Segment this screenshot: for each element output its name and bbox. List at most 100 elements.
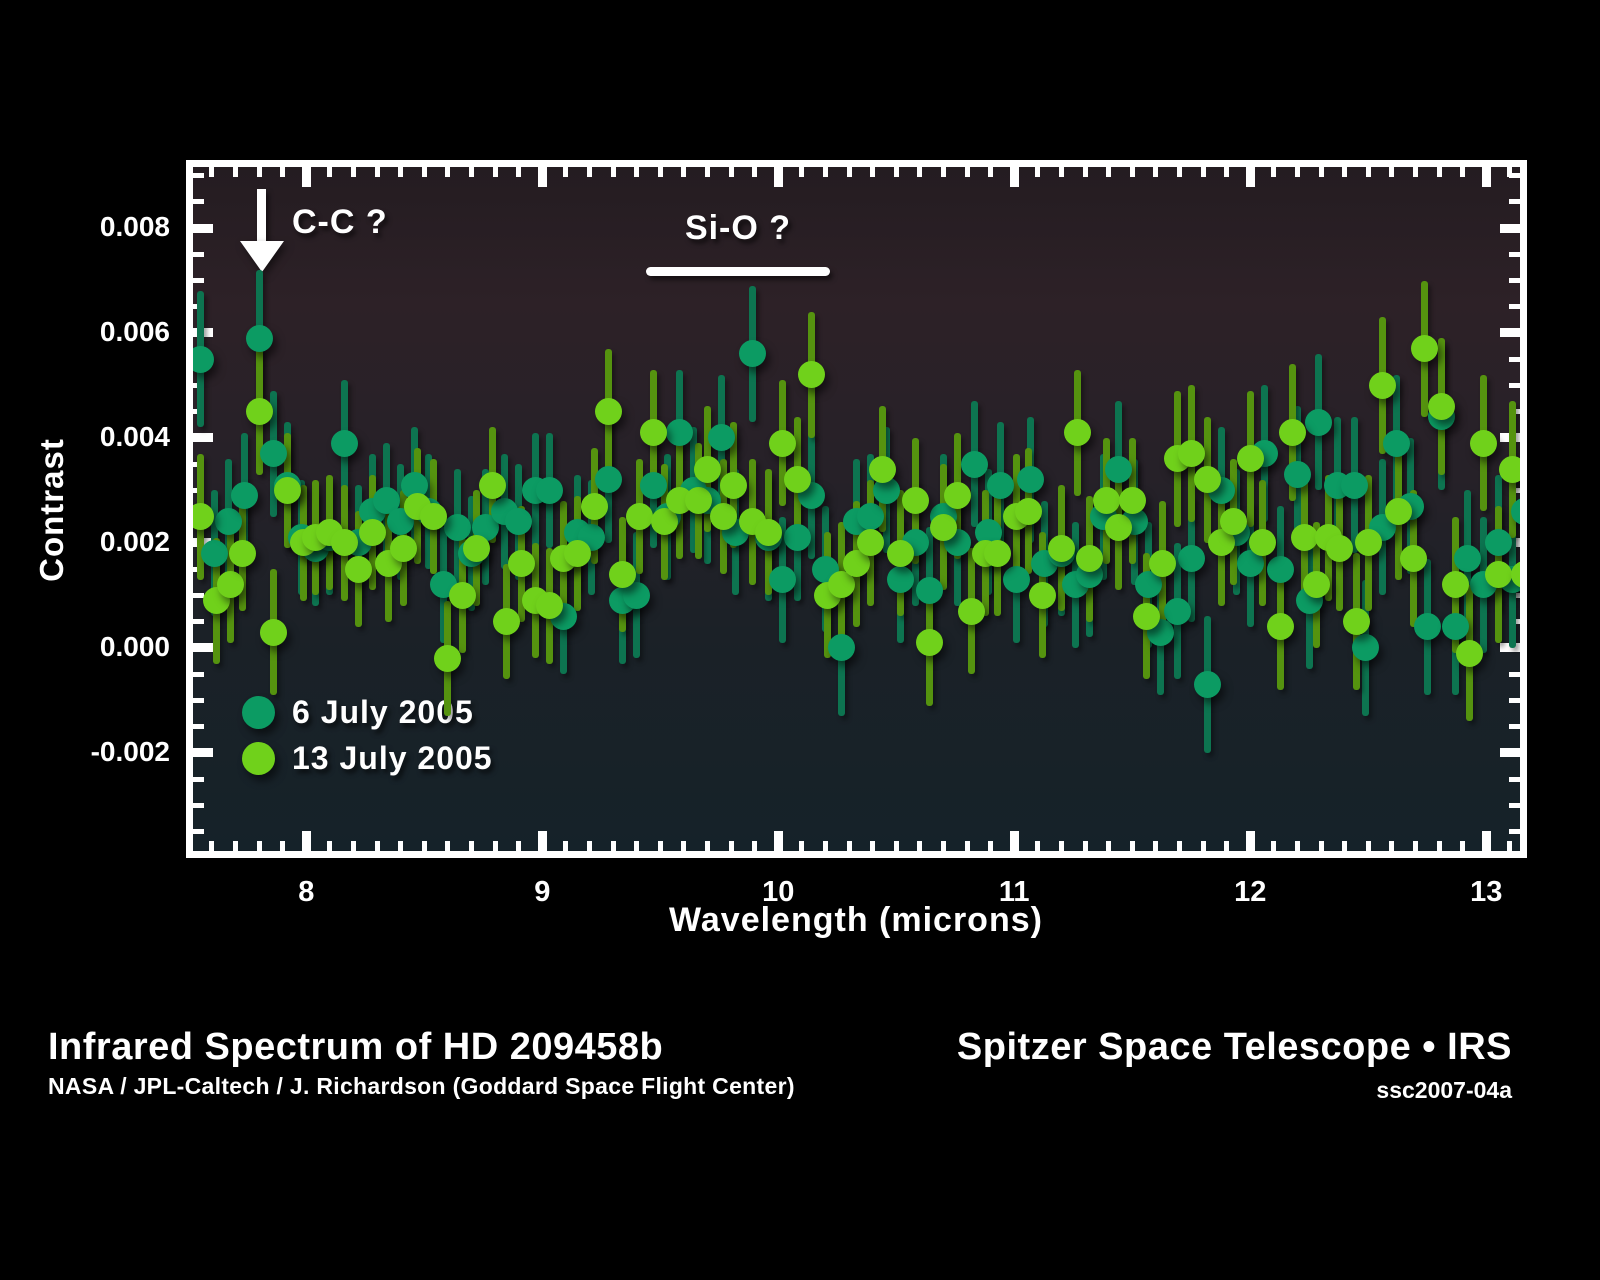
x-axis-tick <box>728 841 734 851</box>
data-point <box>915 576 943 604</box>
x-axis-tick-top <box>1318 167 1324 177</box>
y-axis-tick-right <box>1509 304 1520 310</box>
data-point <box>1177 440 1205 468</box>
data-point <box>259 618 287 646</box>
x-axis-tick <box>468 841 474 851</box>
x-axis-tick-top <box>1129 167 1135 177</box>
x-axis-tick <box>610 841 616 851</box>
x-axis-tick <box>1129 841 1135 851</box>
y-axis-tick-right <box>1509 278 1520 283</box>
data-point <box>1291 524 1319 552</box>
x-axis-tick <box>1318 841 1324 851</box>
data-point <box>259 440 287 468</box>
y-axis-tick-right <box>1509 251 1520 257</box>
data-point <box>1484 529 1512 557</box>
x-axis-tick <box>1106 841 1112 851</box>
data-point <box>1498 455 1520 483</box>
data-point <box>1194 671 1222 699</box>
data-point <box>493 608 521 636</box>
x-axis-tick <box>398 841 404 851</box>
x-axis-tick <box>1035 841 1041 851</box>
data-point <box>1220 508 1248 536</box>
data-point <box>738 340 766 368</box>
legend-dot-13-july <box>242 742 275 775</box>
data-point <box>594 466 622 494</box>
x-axis-tick-top <box>1389 167 1395 177</box>
data-point <box>639 419 667 447</box>
x-axis-tick-top <box>1009 167 1019 187</box>
data-point <box>231 482 259 510</box>
data-point <box>1368 371 1396 399</box>
y-axis-tick-right <box>1509 776 1520 782</box>
x-axis-tick <box>301 831 311 851</box>
data-point <box>828 634 856 662</box>
data-point <box>1076 545 1104 573</box>
data-point <box>1104 455 1132 483</box>
x-axis-tick-top <box>1271 167 1277 177</box>
y-axis-title: Contrast <box>33 438 70 582</box>
x-axis-tick-top <box>468 167 474 177</box>
data-point <box>1456 639 1484 667</box>
data-point <box>1279 419 1307 447</box>
y-axis-tick <box>193 776 204 782</box>
plot-area: C-C ? Si-O ? 6 July 2005 13 July 2005 <box>193 167 1520 851</box>
x-axis-tick-top <box>752 167 758 177</box>
x-axis-tick <box>445 841 451 851</box>
x-axis-tick-top <box>1224 167 1230 177</box>
x-axis-tick <box>799 841 805 851</box>
data-point <box>639 471 667 499</box>
legend-dot-6-july <box>242 696 275 729</box>
y-axis-tick <box>193 592 204 598</box>
data-point <box>1267 555 1295 583</box>
x-axis-tick <box>586 841 592 851</box>
data-point <box>330 429 358 457</box>
y-axis-tick <box>193 223 213 233</box>
x-axis-tick <box>917 841 923 851</box>
data-point <box>443 513 471 541</box>
x-axis-tick-top <box>1035 167 1041 177</box>
x-axis-tick-top <box>610 167 616 177</box>
data-point <box>1427 392 1455 420</box>
x-axis-tick-top <box>445 167 451 177</box>
x-tick-label: 11 <box>998 876 1030 908</box>
y-axis-tick <box>193 619 204 625</box>
x-axis-tick-top <box>327 167 333 177</box>
y-axis-tick-right <box>1509 382 1520 388</box>
x-axis-tick <box>657 841 663 851</box>
x-axis-tick <box>773 831 783 851</box>
x-axis-tick <box>280 841 286 851</box>
x-axis-tick <box>1507 841 1513 851</box>
y-axis-tick-right <box>1500 223 1520 233</box>
sio-band-line <box>646 267 830 276</box>
data-point <box>708 424 736 452</box>
x-axis-tick <box>516 841 522 851</box>
y-axis-tick-right <box>1500 748 1520 758</box>
data-point <box>856 529 884 557</box>
data-point <box>1029 581 1057 609</box>
data-point <box>868 455 896 483</box>
data-point <box>887 566 915 594</box>
data-point <box>1305 408 1333 436</box>
y-axis-tick <box>193 802 204 808</box>
y-axis-tick <box>193 173 204 178</box>
y-axis-tick <box>193 671 204 677</box>
x-axis-tick-top <box>681 167 687 177</box>
data-point <box>1248 529 1276 557</box>
data-point <box>783 524 811 552</box>
y-tick-label: 0.000 <box>99 630 170 662</box>
x-axis-tick-top <box>374 167 380 177</box>
x-tick-label: 9 <box>534 876 551 908</box>
x-axis-tick-top <box>1058 167 1064 177</box>
data-point <box>1014 497 1042 525</box>
x-axis-tick <box>209 841 215 851</box>
x-axis-tick <box>1460 841 1466 851</box>
data-point <box>193 503 214 531</box>
x-axis-tick <box>256 841 262 851</box>
telescope-instrument: Spitzer Space Telescope • IRS <box>956 1026 1512 1068</box>
data-point <box>665 419 693 447</box>
y-axis-tick <box>193 199 204 205</box>
y-axis-tick-right <box>1509 173 1520 178</box>
x-axis-tick-top <box>232 167 238 177</box>
data-point <box>769 429 797 457</box>
x-axis-tick <box>1200 841 1206 851</box>
